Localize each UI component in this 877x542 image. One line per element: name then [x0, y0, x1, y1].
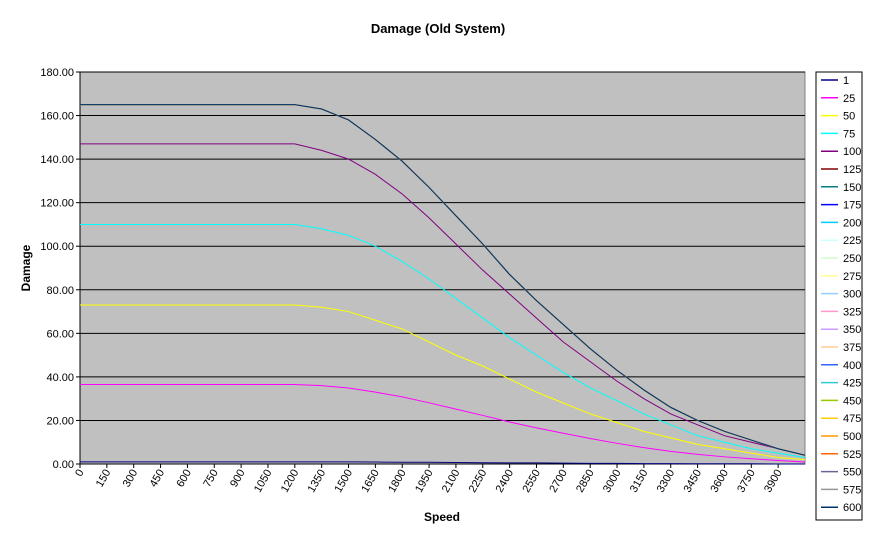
series-line [80, 223, 806, 458]
legend-label: 500 [843, 431, 861, 443]
legend-label: 325 [843, 306, 861, 318]
legend-label: 475 [843, 413, 861, 425]
legend-label: 100 [843, 146, 861, 158]
legend-label: 1 [843, 75, 849, 87]
legend-label: 550 [843, 467, 861, 479]
legend-label: 125 [843, 164, 861, 176]
legend-label: 25 [843, 93, 855, 105]
legend-label: 275 [843, 271, 861, 283]
legend-label: 150 [843, 182, 861, 194]
series-line [80, 104, 806, 456]
y-tick-label: 120.00 [40, 198, 74, 210]
chart-title: Damage (Old System) [371, 21, 505, 36]
y-tick-label: 100.00 [40, 241, 74, 253]
series-line [80, 461, 805, 465]
legend-label: 425 [843, 378, 861, 390]
legend-label: 575 [843, 484, 861, 496]
series-line [80, 143, 806, 456]
legend-label: 450 [843, 395, 861, 407]
legend-label: 175 [843, 200, 861, 212]
series-line [80, 304, 806, 461]
y-tick-label: 80.00 [46, 285, 74, 297]
legend-label: 50 [843, 111, 855, 123]
legend-label: 300 [843, 289, 861, 301]
series-line [80, 384, 806, 463]
legend-label: 525 [843, 449, 861, 461]
y-tick-label: 180.00 [40, 67, 74, 79]
y-tick-label: 60.00 [46, 328, 74, 340]
legend-label: 350 [843, 324, 861, 336]
legend-label: 200 [843, 217, 861, 229]
legend-label: 225 [843, 235, 861, 247]
legend-label: 375 [843, 342, 861, 354]
y-tick-label: 140.00 [40, 154, 74, 166]
legend-label: 250 [843, 253, 861, 265]
legend-label: 75 [843, 128, 855, 140]
legend-label: 600 [843, 502, 861, 514]
legend-label: 400 [843, 360, 861, 372]
x-axis-title: Speed [424, 510, 460, 524]
y-tick-label: 20.00 [46, 415, 74, 427]
legend [815, 71, 863, 521]
plot-area [79, 71, 806, 465]
y-axis-title: Damage [19, 244, 33, 291]
y-tick-label: 40.00 [46, 372, 74, 384]
y-tick-label: 160.00 [40, 111, 74, 123]
x-tick-label: 0 [73, 468, 86, 479]
y-tick-label: 0.00 [53, 459, 74, 471]
